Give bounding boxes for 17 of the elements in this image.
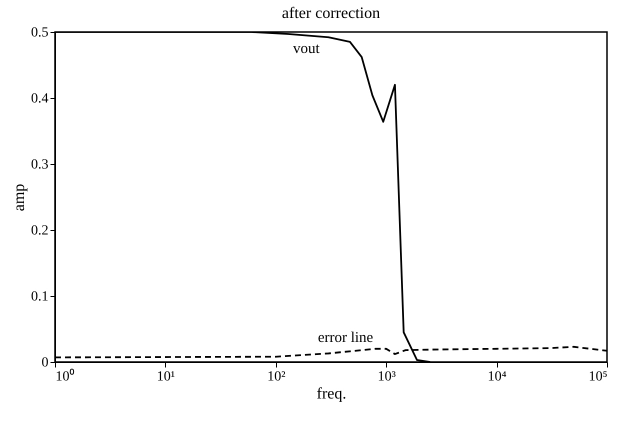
y-axis-title: amp — [11, 184, 28, 212]
x-tick-label: 10³ — [378, 370, 396, 384]
x-tick-label: 10⁰ — [56, 368, 74, 384]
y-tick-label: 0 — [42, 356, 48, 370]
y-tick-label: 0.3 — [31, 158, 48, 172]
series-label: vout — [293, 40, 321, 57]
y-tick-label: 0.2 — [31, 224, 48, 238]
y-tick-label: 0.5 — [31, 26, 48, 40]
x-axis-title: freq. — [316, 386, 346, 402]
chart-title: after correction — [282, 5, 380, 22]
y-tick-label: 0.4 — [31, 92, 48, 106]
x-tick-label: 10⁵ — [588, 370, 608, 384]
x-tick-label: 10¹ — [156, 370, 175, 384]
x-tick-label: 10² — [267, 370, 286, 384]
series-label: error line — [318, 330, 374, 346]
y-tick-label: 0.1 — [31, 290, 48, 304]
x-tick-label: 10⁴ — [488, 370, 507, 384]
